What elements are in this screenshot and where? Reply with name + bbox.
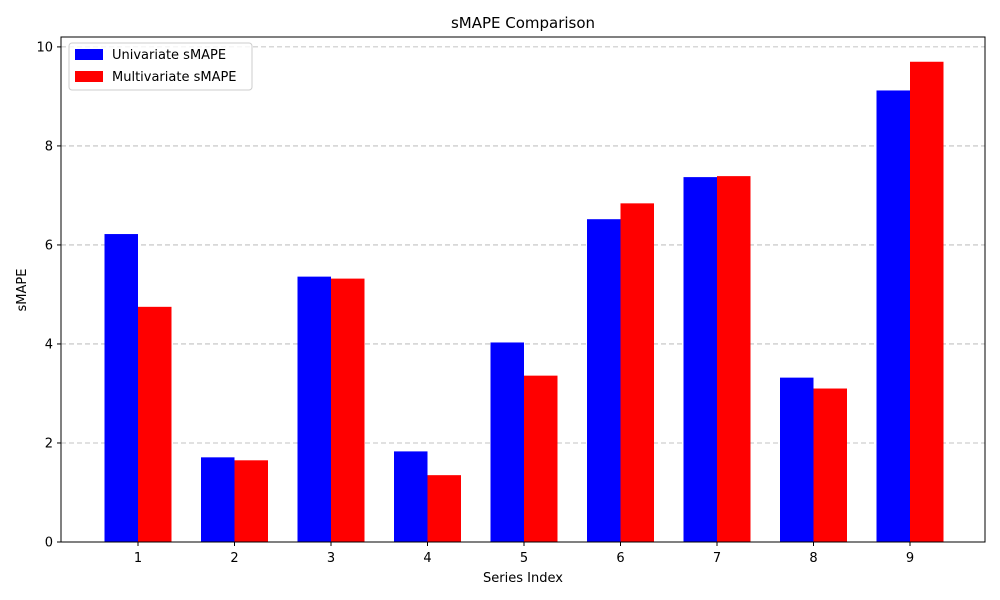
y-tick-label: 10 [36, 40, 53, 55]
legend-label-univariate: Univariate sMAPE [112, 48, 226, 63]
x-tick-label: 5 [520, 551, 528, 566]
y-tick-label: 0 [45, 536, 53, 551]
y-tick-label: 8 [45, 139, 53, 154]
bar-multivariate [427, 475, 461, 542]
bar-multivariate [813, 388, 847, 542]
bar-univariate [104, 234, 138, 543]
plot-frame [60, 36, 986, 543]
bar-univariate [201, 457, 235, 542]
bar-multivariate [234, 460, 268, 542]
y-axis-ticks: 0 2 4 6 8 10 [36, 40, 61, 551]
x-tick-label: 3 [327, 551, 335, 566]
bar-univariate [780, 377, 814, 542]
bar-univariate [876, 90, 910, 543]
chart-title: sMAPE Comparison [451, 14, 595, 32]
bar-univariate [297, 276, 331, 542]
legend-swatch-univariate [75, 49, 103, 60]
bar-univariate [683, 177, 717, 543]
bar-univariate [587, 219, 621, 542]
y-tick-label: 4 [45, 337, 53, 352]
y-tick-label: 2 [45, 436, 53, 451]
x-tick-label: 1 [134, 551, 142, 566]
x-tick-label: 4 [423, 551, 431, 566]
bar-univariate [394, 451, 428, 542]
bar-univariate [490, 342, 524, 542]
x-axis-label: Series Index [483, 571, 563, 586]
legend-box [68, 42, 253, 91]
bar-multivariate [524, 375, 558, 542]
bar-multivariate [620, 203, 654, 542]
bars-group [104, 61, 944, 543]
legend: Univariate sMAPE Multivariate sMAPE [68, 42, 253, 91]
x-tick-label: 7 [713, 551, 721, 566]
bar-multivariate [331, 278, 365, 542]
x-tick-label: 6 [616, 551, 624, 566]
y-tick-label: 6 [45, 238, 53, 253]
legend-label-multivariate: Multivariate sMAPE [112, 70, 237, 85]
legend-swatch-multivariate [75, 71, 103, 82]
bar-multivariate [910, 61, 944, 542]
x-tick-label: 9 [906, 551, 914, 566]
x-tick-label: 8 [809, 551, 817, 566]
y-axis-label: sMAPE [15, 269, 30, 312]
bar-multivariate [717, 176, 751, 542]
x-tick-label: 2 [230, 551, 238, 566]
x-axis-ticks: 1 2 3 4 5 6 7 8 9 [134, 542, 914, 566]
bar-multivariate [138, 306, 172, 542]
